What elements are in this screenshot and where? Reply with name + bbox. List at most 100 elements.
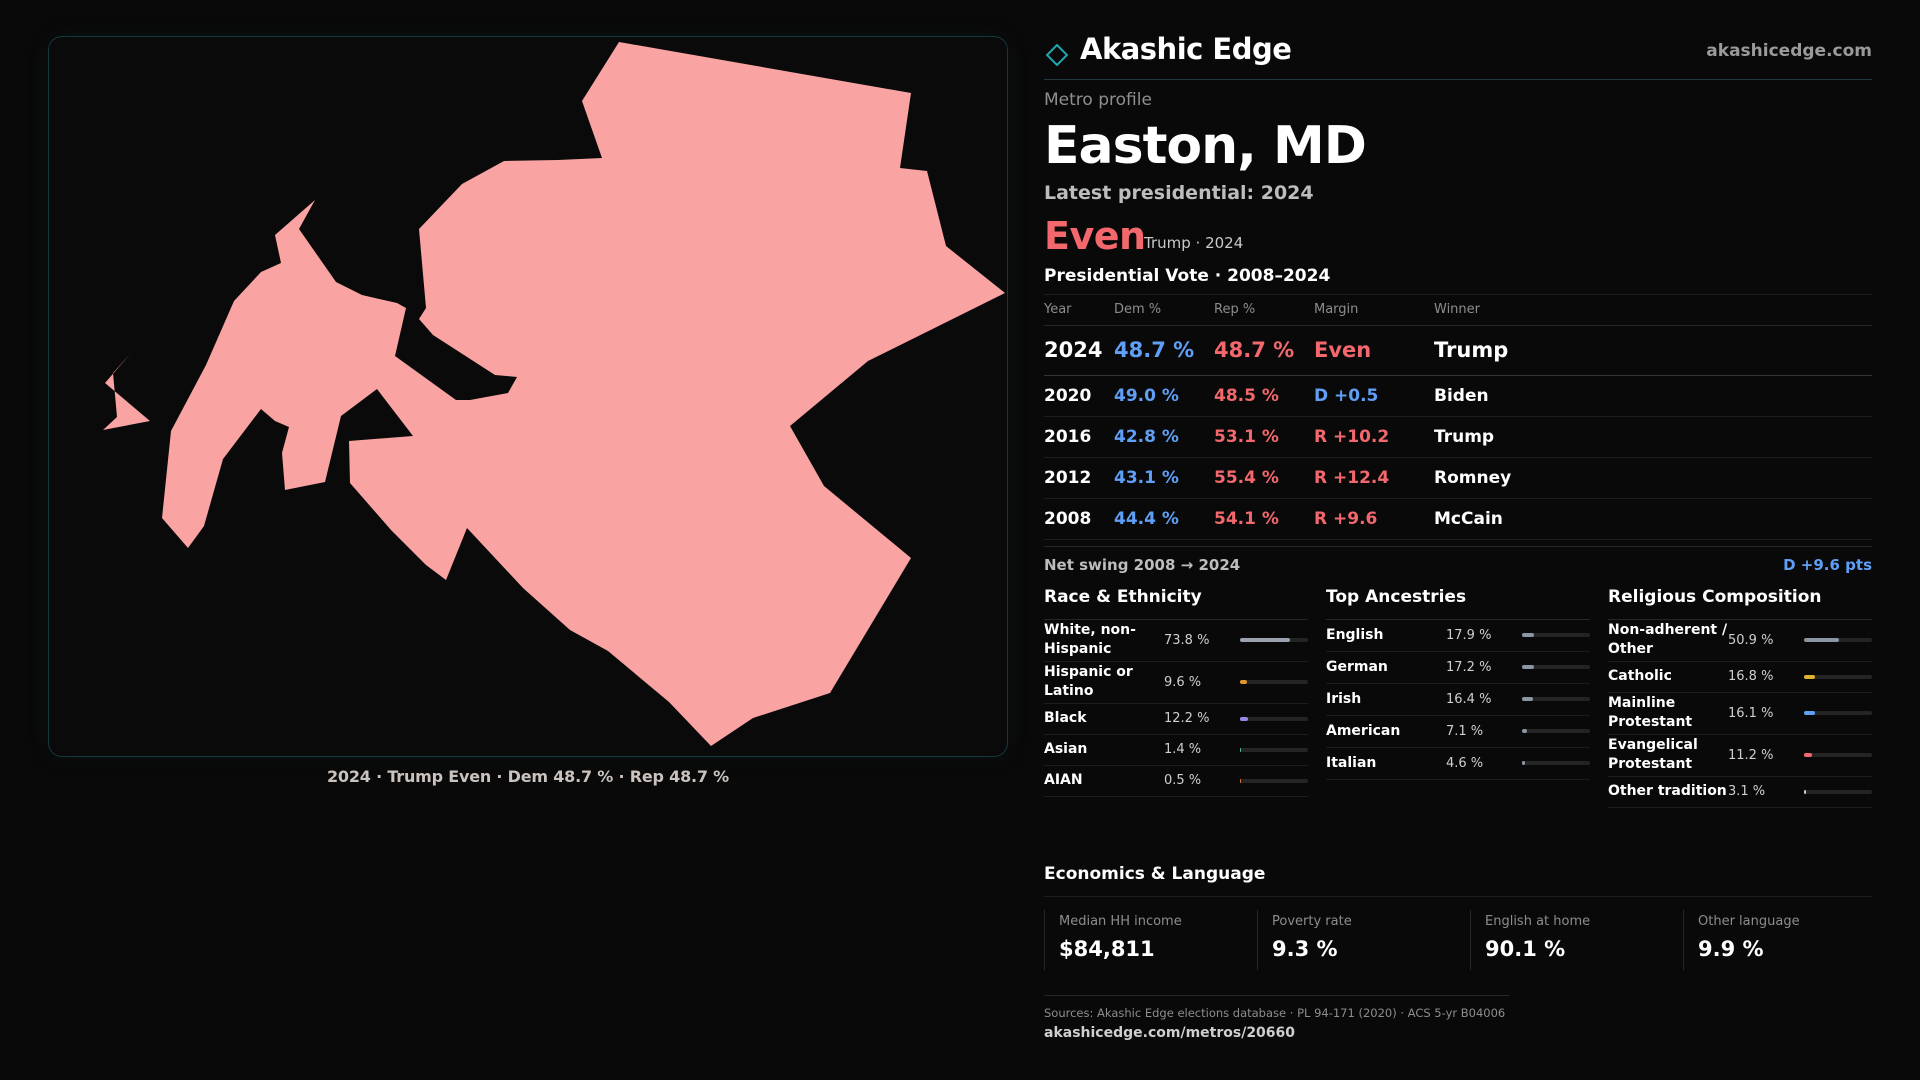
demographic-bar-track — [1240, 778, 1308, 783]
map-panel[interactable] — [48, 36, 1008, 757]
diamond-logo-icon — [1046, 44, 1068, 66]
year-cell: 2024 — [1044, 325, 1114, 376]
demographic-value: 4.6 % — [1446, 755, 1484, 771]
demographic-bar-fill — [1240, 680, 1247, 684]
table-row: 2024 48.7 % 48.7 % Even Trump — [1044, 325, 1872, 376]
year-cell: 2012 — [1044, 457, 1114, 499]
demographic-row: Asian 1.4 % — [1044, 735, 1308, 766]
header-year: Year — [1044, 295, 1114, 326]
demographic-row: Evangelical Protestant 11.2 % — [1608, 735, 1872, 777]
econ-stat-value: 90.1 % — [1485, 937, 1566, 961]
demographic-bar-track — [1804, 753, 1872, 757]
demographic-bar-track — [1522, 729, 1590, 733]
ancestries-title: Top Ancestries — [1326, 586, 1590, 620]
brand-header: Akashic Edge akashicedge.com — [1044, 30, 1872, 80]
demographic-row: Irish 16.4 % — [1326, 684, 1590, 716]
demographic-label: Italian — [1326, 754, 1377, 771]
page-title: Easton, MD — [1044, 116, 1367, 176]
demographic-bar-track — [1522, 665, 1590, 669]
demographic-bar-track — [1522, 697, 1590, 701]
table-row: 2016 42.8 % 53.1 % R +10.2 Trump — [1044, 416, 1872, 458]
brand-url-link[interactable]: akashicedge.com — [1706, 41, 1872, 61]
econ-stat-label: Poverty rate — [1272, 914, 1352, 929]
demographic-bar-track — [1804, 674, 1872, 679]
margin-cell: R +12.4 — [1314, 457, 1434, 499]
demographic-label: Evangelical Protestant — [1608, 737, 1698, 772]
year-cell: 2020 — [1044, 375, 1114, 417]
winner-cell: Trump — [1434, 416, 1872, 458]
header-margin: Margin — [1314, 295, 1434, 326]
net-swing-label: Net swing 2008 → 2024 — [1044, 555, 1241, 574]
dem-cell: 42.8 % — [1114, 416, 1214, 458]
econ-stat-value: 9.9 % — [1698, 937, 1764, 961]
demographic-row: Hispanic or Latino 9.6 % — [1044, 662, 1308, 704]
econ-stat-value: $84,811 — [1059, 937, 1155, 961]
table-row: 2012 43.1 % 55.4 % R +12.4 Romney — [1044, 457, 1872, 499]
demographic-value: 12.2 % — [1164, 711, 1210, 726]
demographic-bar-track — [1522, 633, 1590, 637]
margin-cell: R +10.2 — [1314, 416, 1434, 458]
demographic-label: Black — [1044, 710, 1087, 726]
demographic-bar-fill — [1240, 716, 1249, 721]
demographic-label: American — [1326, 722, 1401, 739]
county-map[interactable] — [49, 37, 1008, 757]
demographic-label: Hispanic or Latino — [1044, 664, 1133, 699]
demographic-value: 3.1 % — [1728, 784, 1766, 799]
presidential-vote-table: Year Dem % Rep % Margin Winner 2024 48.7… — [1044, 295, 1872, 540]
brand-name[interactable]: Akashic Edge — [1080, 32, 1292, 66]
demographic-bar-track — [1240, 716, 1308, 721]
rep-cell: 48.5 % — [1214, 375, 1314, 417]
demographic-row: English 17.9 % — [1326, 620, 1590, 652]
econ-stat-median-income: Median HH income $84,811 — [1044, 910, 1257, 970]
econ-stat-poverty-rate: Poverty rate 9.3 % — [1257, 910, 1470, 970]
presidential-vote-title: Presidential Vote · 2008–2024 — [1044, 266, 1872, 295]
net-swing-value: D +9.6 pts — [1783, 555, 1872, 574]
economics-title: Economics & Language — [1044, 864, 1266, 884]
source-url-link[interactable]: akashicedge.com/metros/20660 — [1044, 1025, 1296, 1041]
demographic-bar-fill — [1522, 761, 1526, 765]
header-dem: Dem % — [1114, 295, 1214, 326]
margin-cell: Even — [1314, 325, 1434, 376]
winner-cell: Romney — [1434, 457, 1872, 499]
demographic-row: German 17.2 % — [1326, 652, 1590, 684]
margin-cell: R +9.6 — [1314, 498, 1434, 540]
demographic-row: Mainline Protestant 16.1 % — [1608, 693, 1872, 735]
demographic-bar-fill — [1804, 638, 1839, 642]
eyebrow-label: Metro profile — [1044, 90, 1152, 110]
demographic-value: 17.9 % — [1446, 627, 1492, 643]
demographic-label: Other tradition — [1608, 783, 1727, 799]
header-rep: Rep % — [1214, 295, 1314, 326]
latest-presidential-label: Latest presidential: 2024 — [1044, 182, 1314, 204]
map-caption: 2024 · Trump Even · Dem 48.7 % · Rep 48.… — [326, 767, 730, 786]
demographic-value: 7.1 % — [1446, 723, 1484, 739]
ancestries-column: Top Ancestries English 17.9 % German 17.2 %… — [1326, 586, 1590, 780]
demographic-bar-track — [1240, 680, 1308, 684]
econ-stat-label: English at home — [1485, 914, 1591, 929]
demographic-bar-fill — [1240, 638, 1291, 642]
rep-cell: 53.1 % — [1214, 416, 1314, 458]
demographic-label: Irish — [1326, 690, 1362, 707]
sources-text: Sources: Akashic Edge elections database… — [1044, 1006, 1506, 1020]
dem-cell: 48.7 % — [1114, 325, 1214, 376]
demographic-label: Catholic — [1608, 668, 1672, 684]
headline-result: Even Trump · 2024 — [1044, 214, 1872, 258]
race-ethnicity-list: White, non-Hispanic 73.8 % Hispanic or Lat… — [1044, 620, 1308, 797]
demographic-bar-fill — [1522, 633, 1535, 637]
county-shape-main[interactable] — [162, 42, 1005, 746]
demographic-value: 16.1 % — [1728, 705, 1774, 721]
year-cell: 2008 — [1044, 498, 1114, 540]
net-swing: Net swing 2008 → 2024 D +9.6 pts — [1044, 545, 1872, 578]
demographic-bar-fill — [1804, 711, 1815, 715]
winner-cell: Biden — [1434, 375, 1872, 417]
table-header-row: Year Dem % Rep % Margin Winner — [1044, 295, 1872, 326]
ancestries-list: English 17.9 % German 17.2 % Irish 16.4 % Amer… — [1326, 620, 1590, 780]
dem-cell: 43.1 % — [1114, 457, 1214, 499]
econ-stat-english-home: English at home 90.1 % — [1470, 910, 1683, 970]
demographic-value: 16.8 % — [1728, 669, 1774, 684]
demographic-value: 73.8 % — [1164, 632, 1210, 648]
economics-divider — [1044, 896, 1872, 897]
county-shape-island[interactable] — [103, 353, 150, 430]
demographic-bar-fill — [1240, 778, 1242, 783]
econ-stat-value: 9.3 % — [1272, 937, 1338, 961]
demographic-bar-track — [1804, 638, 1872, 642]
